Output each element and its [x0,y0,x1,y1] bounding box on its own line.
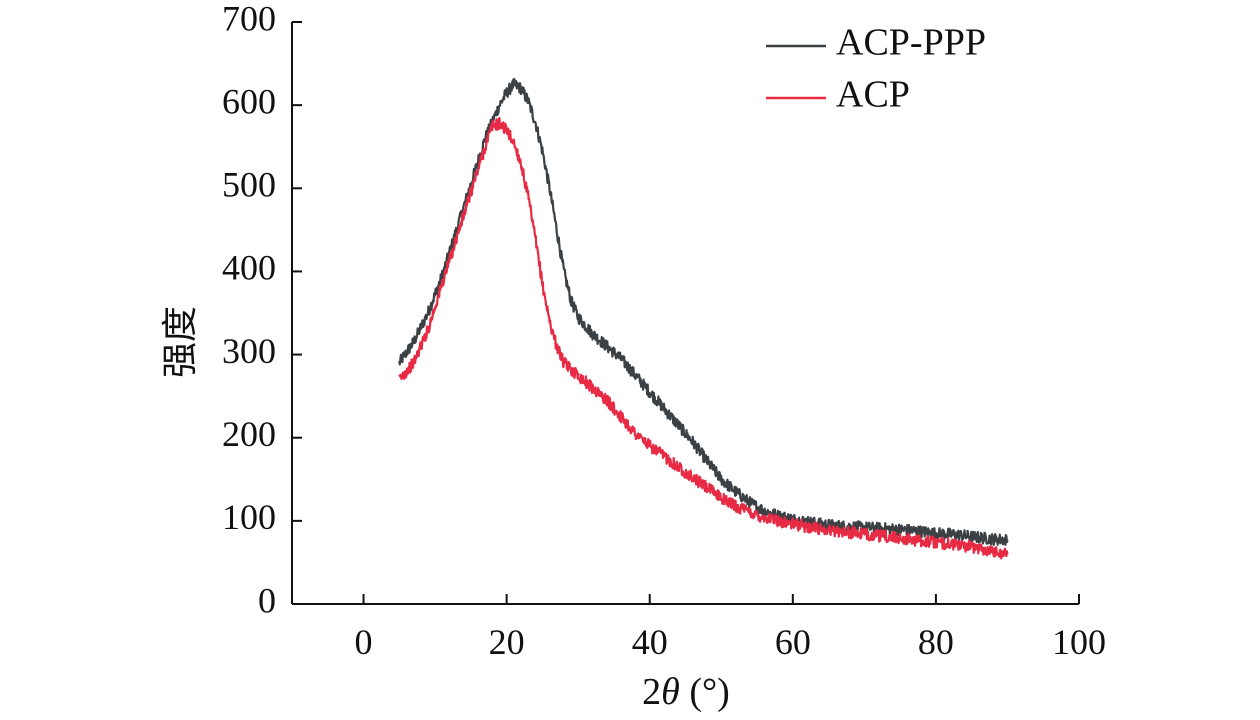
y-tick-label: 0 [258,580,276,620]
y-tick-label: 700 [222,0,276,38]
y-ticks: 0 100 200 300 400 500 600 700 [222,0,302,620]
x-axis-title-symbol: θ [661,671,680,713]
x-axis-title-number: 2 [642,671,661,713]
x-axis-title-unit: (°) [680,671,730,713]
series-layer [398,77,1009,560]
series-line-acp [398,117,1009,560]
x-axis-title: 2θ (°) [642,671,730,713]
y-tick-label: 500 [222,165,276,205]
y-tick-label: 600 [222,81,276,121]
x-tick-label: 100 [1052,622,1106,662]
y-tick-label: 200 [222,414,276,454]
x-tick-label: 60 [775,622,811,662]
legend: ACP-PPP ACP [766,22,986,116]
legend-label: ACP-PPP [836,22,986,64]
x-tick-label: 20 [489,622,525,662]
series-line-acp-ppp [398,77,1009,547]
y-axis-title: 强度 [160,306,201,378]
x-tick-label: 0 [355,622,373,662]
y-tick-label: 100 [222,497,276,537]
y-tick-label: 300 [222,331,276,371]
x-ticks: 0 20 40 60 80 100 [355,594,1106,662]
y-tick-label: 400 [222,248,276,288]
legend-label: ACP [836,74,910,116]
x-tick-label: 40 [632,622,668,662]
x-tick-label: 80 [918,622,954,662]
axes [291,22,1079,605]
